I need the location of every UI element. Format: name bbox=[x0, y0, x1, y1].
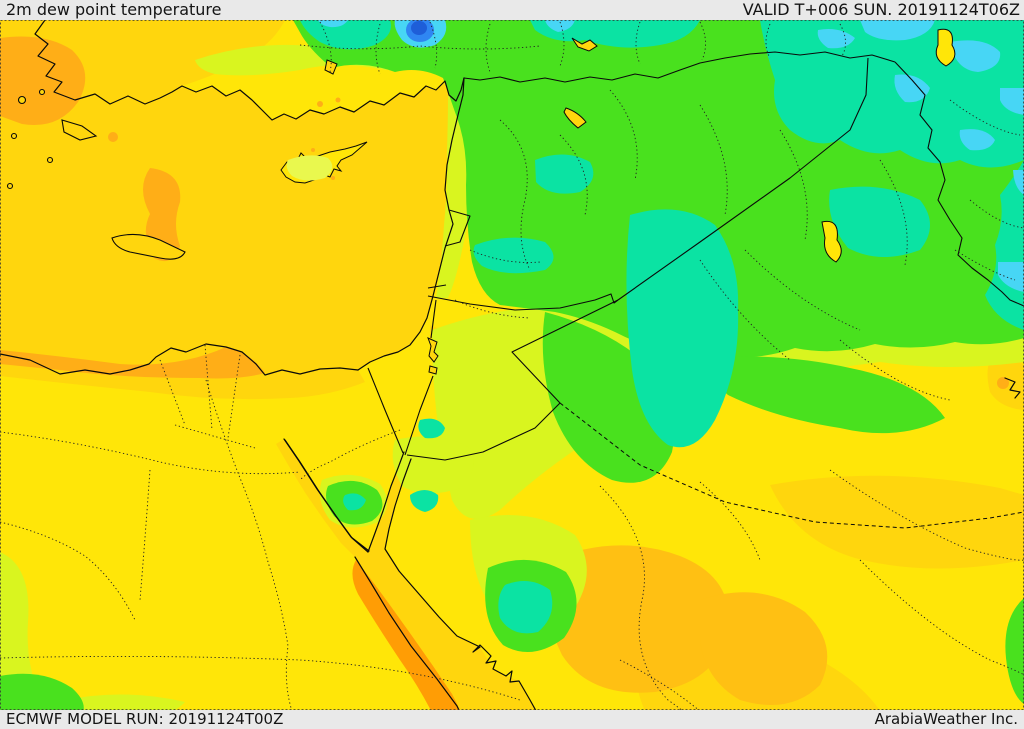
euphrates-reservoir bbox=[571, 37, 598, 52]
turkey-syria-iraq-border bbox=[463, 51, 896, 83]
lake-layer bbox=[324, 28, 956, 375]
persian-gulf-fragment bbox=[1004, 377, 1021, 399]
lake-urmia bbox=[935, 28, 956, 67]
island bbox=[61, 119, 98, 141]
island bbox=[111, 233, 186, 260]
island bbox=[10, 132, 18, 140]
jordan-east-border bbox=[406, 299, 619, 461]
egypt-israel-border bbox=[367, 367, 404, 454]
lake-assad bbox=[563, 107, 587, 129]
sinai-west-coast bbox=[284, 439, 369, 553]
levant-coastline bbox=[357, 77, 465, 371]
jordan-river-line bbox=[430, 299, 437, 339]
island bbox=[6, 182, 14, 190]
iraq-saudi-border bbox=[559, 402, 1024, 529]
map-title: 2m dew point temperature bbox=[6, 0, 222, 19]
island bbox=[46, 156, 54, 164]
israel-north-border bbox=[427, 284, 447, 289]
lake-tharthar bbox=[821, 220, 842, 263]
island bbox=[17, 95, 27, 105]
provider-label: ArabiaWeather Inc. bbox=[874, 710, 1018, 728]
admin-boundary-layer bbox=[0, 21, 1024, 710]
iraq-iran-border bbox=[894, 61, 1024, 307]
island-layer bbox=[6, 88, 186, 260]
aqaba-east-red-sea-coast bbox=[384, 458, 537, 710]
turkey-levant-egypt-coastline bbox=[34, 20, 465, 121]
red-sea-african-coast bbox=[354, 556, 460, 710]
gulf-of-aqaba-west-coast bbox=[367, 451, 405, 553]
dead-sea-south bbox=[428, 365, 438, 375]
valid-time-label: VALID T+006 SUN. 20191124T06Z bbox=[742, 0, 1020, 19]
country-border-layer bbox=[367, 51, 1024, 529]
arava-border bbox=[404, 375, 434, 456]
dew-point-map bbox=[0, 20, 1024, 710]
nile-river bbox=[205, 379, 293, 710]
island bbox=[38, 88, 46, 96]
coastline-layer bbox=[0, 20, 1021, 710]
header-bar: 2m dew point temperature VALID T+006 SUN… bbox=[0, 0, 1024, 20]
footer-bar: ECMWF MODEL RUN: 20191124T00Z ArabiaWeat… bbox=[0, 710, 1024, 729]
blue-spot bbox=[406, 20, 434, 42]
syria-iraq-border bbox=[617, 57, 869, 301]
lebanon-border bbox=[444, 209, 471, 247]
cyprus-island bbox=[280, 141, 368, 184]
egypt-coastline bbox=[0, 343, 359, 376]
syria-jordan-border bbox=[427, 293, 619, 311]
dead-sea bbox=[427, 337, 439, 363]
model-run-label: ECMWF MODEL RUN: 20191124T00Z bbox=[6, 710, 284, 728]
